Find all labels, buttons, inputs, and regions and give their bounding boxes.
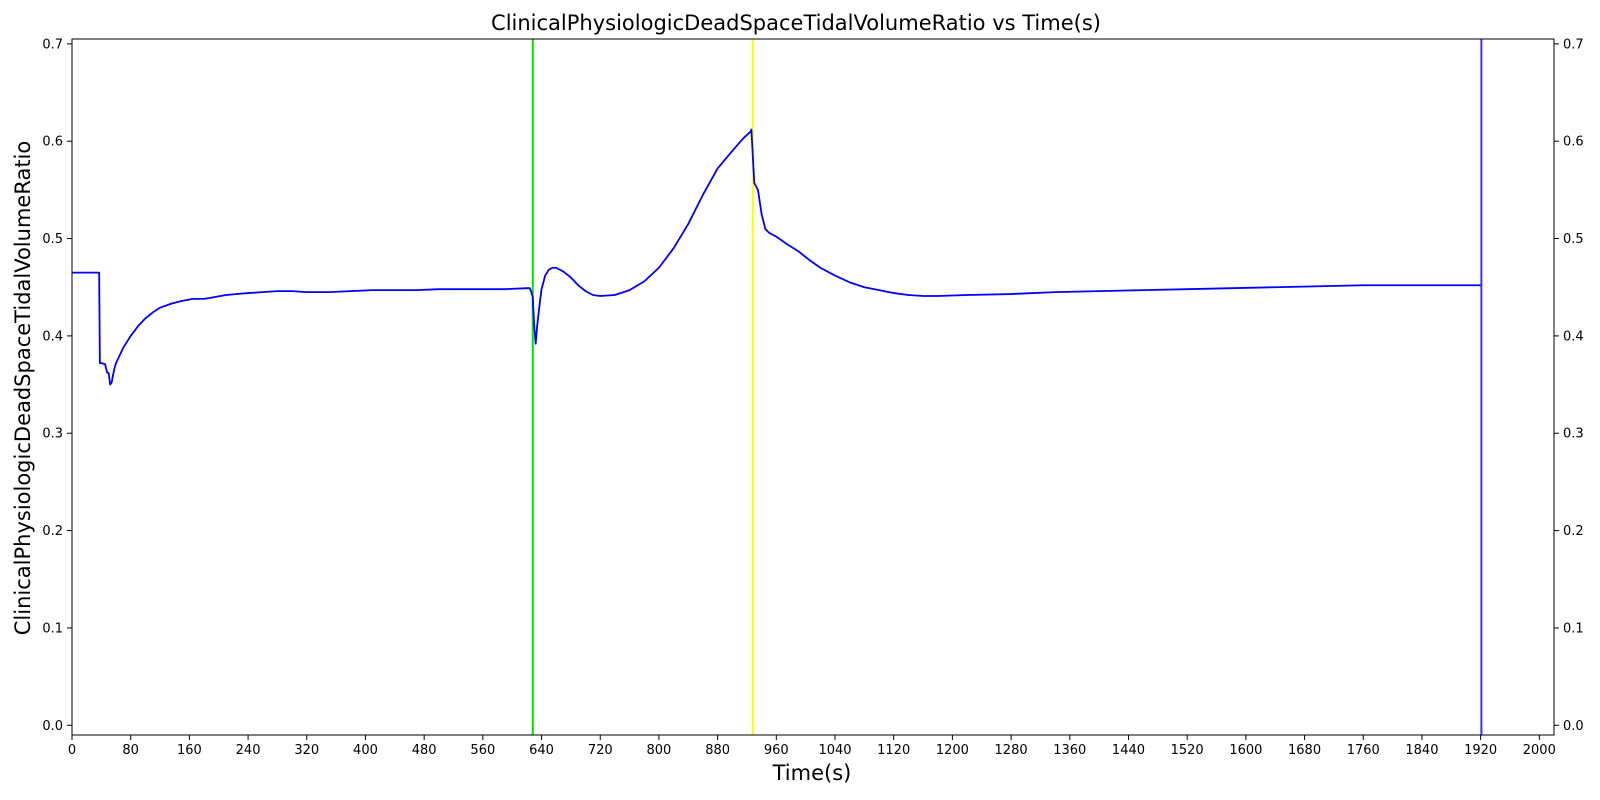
x-tick-label: 1120 <box>877 743 910 758</box>
y-axis-ticks-right: 0.0 0.1 0.2 0.3 0.4 0.5 0.6 0.7 <box>1554 37 1584 734</box>
x-tick-label: 1520 <box>1171 743 1204 758</box>
chart-title: ClinicalPhysiologicDeadSpaceTidalVolumeR… <box>491 11 1101 35</box>
x-axis-ticks: 0 80 160 240 320 400 480 560 640 720 800 880 960 1040… <box>68 735 1556 758</box>
y-tick-label-left: 0.0 <box>42 719 63 734</box>
y-tick-label-left: 0.5 <box>42 232 63 247</box>
x-tick-label: 0 <box>68 743 76 758</box>
x-tick-label: 1920 <box>1464 743 1497 758</box>
y-tick-label-left: 0.3 <box>42 427 63 442</box>
x-tick-label: 1440 <box>1112 743 1145 758</box>
plot-frame <box>71 38 1555 736</box>
x-tick-label: 1600 <box>1229 743 1262 758</box>
y-axis-label: ClinicalPhysiologicDeadSpaceTidalVolumeR… <box>11 141 35 636</box>
y-tick-label-left: 0.1 <box>42 621 63 636</box>
y-tick-label-right: 0.0 <box>1563 719 1584 734</box>
x-tick-label: 1680 <box>1288 743 1321 758</box>
x-tick-label: 1040 <box>818 743 851 758</box>
y-tick-label-left: 0.2 <box>42 524 63 539</box>
x-tick-label: 1360 <box>1053 743 1086 758</box>
y-tick-label-right: 0.2 <box>1563 524 1584 539</box>
x-tick-label: 1760 <box>1347 743 1380 758</box>
x-tick-label: 720 <box>588 743 613 758</box>
x-tick-label: 480 <box>412 743 437 758</box>
x-tick-label: 640 <box>529 743 554 758</box>
y-tick-label-right: 0.4 <box>1563 329 1584 344</box>
x-tick-label: 160 <box>177 743 202 758</box>
x-tick-label: 880 <box>705 743 730 758</box>
y-tick-label-right: 0.7 <box>1563 37 1584 52</box>
x-tick-label: 240 <box>236 743 261 758</box>
y-tick-label-right: 0.6 <box>1563 135 1584 150</box>
data-series <box>72 128 1481 386</box>
x-tick-label: 960 <box>764 743 789 758</box>
x-axis-label: Time(s) <box>772 761 852 785</box>
x-tick-label: 320 <box>294 743 319 758</box>
x-tick-label: 800 <box>647 743 672 758</box>
y-tick-label-right: 0.1 <box>1563 621 1584 636</box>
series-line <box>72 128 1481 386</box>
x-tick-label: 80 <box>122 743 139 758</box>
x-tick-label: 1280 <box>995 743 1028 758</box>
x-tick-label: 1840 <box>1405 743 1438 758</box>
x-tick-label: 560 <box>470 743 495 758</box>
y-axis-ticks-left: 0.0 0.1 0.2 0.3 0.4 0.5 0.6 0.7 <box>42 37 72 734</box>
y-tick-label-left: 0.4 <box>42 329 63 344</box>
y-tick-label-left: 0.7 <box>42 37 63 52</box>
x-tick-label: 1200 <box>936 743 969 758</box>
y-tick-label-left: 0.6 <box>42 135 63 150</box>
x-tick-label: 2000 <box>1523 743 1556 758</box>
y-tick-label-right: 0.3 <box>1563 427 1584 442</box>
x-tick-label: 400 <box>353 743 378 758</box>
y-tick-label-right: 0.5 <box>1563 232 1584 247</box>
